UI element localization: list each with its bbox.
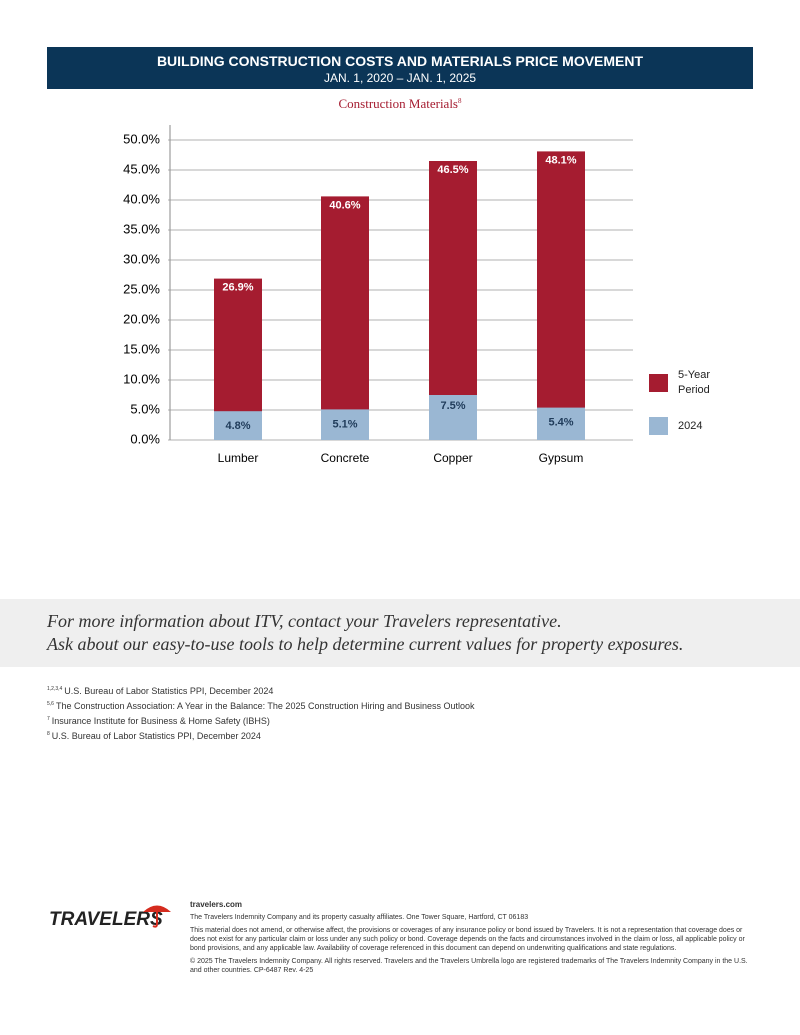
x-tick-label: Copper [433, 451, 472, 465]
y-tick-label: 10.0% [123, 371, 160, 386]
bar [214, 411, 262, 440]
legend-item: 2024 [649, 417, 749, 447]
website: travelers.com [190, 900, 243, 909]
y-tick-label: 25.0% [123, 281, 160, 296]
header-subtitle: JAN. 1, 2020 – JAN. 1, 2025 [323, 71, 477, 85]
callout-band: For more information about ITV, contact … [0, 599, 800, 667]
footnote-text: U.S. Bureau of Labor Statistics PPI, Dec… [51, 731, 261, 741]
footnote-mark: 8 [47, 731, 50, 737]
footnote-mark: 1,2,3,4 [47, 686, 63, 692]
y-tick-label: 0.0% [130, 431, 160, 446]
y-tick-label: 50.0% [123, 131, 160, 146]
bar [321, 409, 369, 440]
callout-line: Ask about our easy-to-use tools to help … [47, 634, 684, 654]
legend-item: 5-Year Period [649, 368, 749, 398]
x-tick-label: Lumber [218, 451, 259, 465]
footnote: 7 Insurance Institute for Business & Home… [47, 716, 475, 731]
copyright: © 2025 The Travelers Indemnity Company. … [190, 958, 748, 974]
footnote-mark: 5,6 [47, 701, 54, 707]
y-tick-label: 40.0% [123, 191, 160, 206]
legend-label: 2024 [678, 420, 703, 432]
value-label: 5.1% [332, 418, 357, 430]
y-tick-label: 5.0% [130, 401, 160, 416]
disclaimer: This material does not amend, or otherwi… [190, 927, 745, 952]
bar [429, 161, 477, 440]
bar [537, 151, 585, 440]
value-label: 40.6% [329, 199, 360, 211]
umbrella [143, 905, 171, 912]
footnote-text: Insurance Institute for Business & Home … [51, 716, 270, 726]
chart-title-note: 8 [458, 97, 462, 105]
chart-title: Construction Materials8 [338, 96, 462, 111]
x-tick-label: Concrete [321, 451, 370, 465]
value-label: 46.5% [437, 164, 468, 176]
footer: travelers.com The Travelers Indemnity Co… [190, 900, 752, 979]
value-label: 48.1% [545, 154, 576, 166]
footnote-text: The Construction Association: A Year in … [55, 701, 475, 711]
y-tick-label: 15.0% [123, 341, 160, 356]
footnote-mark: 7 [47, 716, 50, 722]
callout-line: For more information about ITV, contact … [47, 611, 562, 631]
y-tick-label: 45.0% [123, 161, 160, 176]
header-banner: BUILDING CONSTRUCTION COSTS AND MATERIAL… [47, 47, 753, 89]
footnote: 8 U.S. Bureau of Labor Statistics PPI, De… [47, 731, 475, 746]
footnote-text: U.S. Bureau of Labor Statistics PPI, Dec… [64, 686, 274, 696]
legend-swatch [649, 374, 668, 392]
company: The Travelers Indemnity Company and its … [190, 914, 529, 921]
value-label: 7.5% [440, 400, 465, 412]
bar [537, 407, 585, 440]
footnotes: 1,2,3,4 U.S. Bureau of Labor Statistics P… [47, 686, 475, 746]
legend-label: 5-Year Period [678, 369, 711, 396]
value-label: 5.4% [548, 417, 573, 429]
footnote: 1,2,3,4 U.S. Bureau of Labor Statistics P… [47, 686, 475, 701]
footnote: 5,6 The Construction Association: A Year … [47, 701, 475, 716]
value-label: 26.9% [222, 282, 253, 294]
header-title: BUILDING CONSTRUCTION COSTS AND MATERIAL… [156, 53, 644, 69]
chart-title-text: Construction Materials [338, 96, 458, 111]
x-tick-label: Gypsum [539, 451, 584, 465]
legend-swatch [649, 417, 668, 435]
chart: Construction Materials8 0.0% 5.0% 10.0% 15.… [123, 96, 633, 465]
umbrella-handle [152, 912, 158, 928]
y-tick-label: 20.0% [123, 311, 160, 326]
bar [429, 395, 477, 440]
value-label: 4.8% [225, 420, 250, 432]
bar [321, 196, 369, 440]
logo-text: TRAVELERS [49, 909, 163, 930]
logo: TRAVELERS [49, 905, 171, 930]
y-tick-label: 30.0% [123, 251, 160, 266]
legend: 5-Year Period 2024 [649, 368, 749, 438]
y-tick-label: 35.0% [123, 221, 160, 236]
